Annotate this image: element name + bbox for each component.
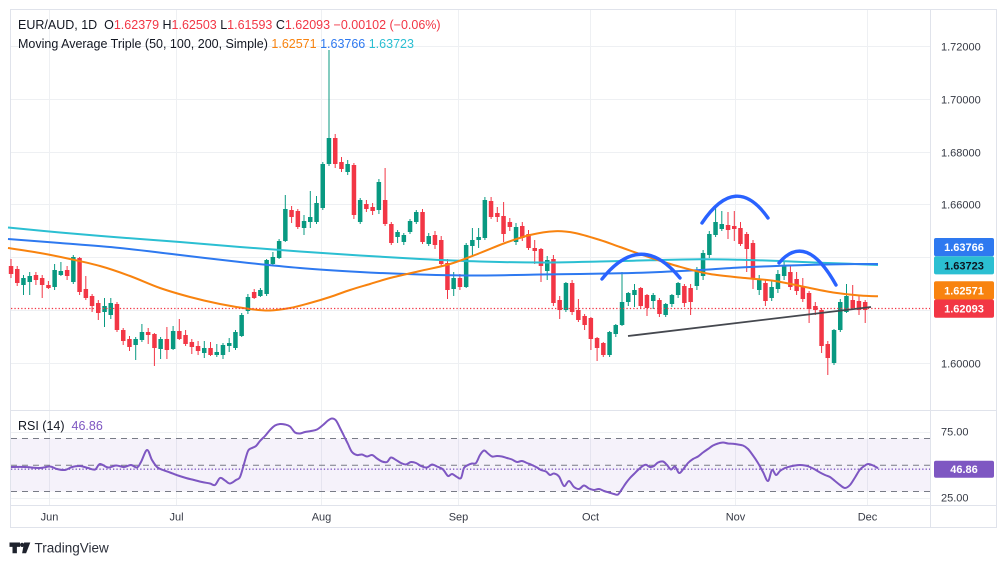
- svg-text:Jul: Jul: [169, 512, 183, 524]
- svg-text:1.62093: 1.62093: [944, 304, 984, 316]
- svg-text:Nov: Nov: [726, 512, 746, 524]
- svg-text:1.63723: 1.63723: [944, 260, 984, 272]
- svg-text:Moving Average Triple (50, 100: Moving Average Triple (50, 100, 200, Sim…: [18, 37, 414, 51]
- svg-text:Jun: Jun: [41, 512, 59, 524]
- svg-text:1.66000: 1.66000: [941, 200, 981, 212]
- svg-text:Sep: Sep: [449, 512, 469, 524]
- svg-text:Dec: Dec: [858, 512, 878, 524]
- svg-text:25.00: 25.00: [941, 493, 969, 505]
- svg-text:Aug: Aug: [312, 512, 332, 524]
- svg-text:75.00: 75.00: [941, 427, 969, 439]
- svg-text:TradingView: TradingView: [35, 541, 110, 556]
- svg-text:1.72000: 1.72000: [941, 42, 981, 54]
- svg-text:1.68000: 1.68000: [941, 148, 981, 160]
- svg-text:EUR/AUD, 1D O1.62379 H1.62503: EUR/AUD, 1D O1.62379 H1.62503 L1.61593 C…: [18, 18, 441, 32]
- svg-text:RSI (14) 46.86: RSI (14) 46.86: [18, 419, 103, 433]
- svg-text:Oct: Oct: [582, 512, 599, 524]
- svg-text:1.70000: 1.70000: [941, 95, 981, 107]
- svg-text:1.62571: 1.62571: [944, 285, 984, 297]
- svg-text:46.86: 46.86: [950, 464, 978, 476]
- svg-text:1.60000: 1.60000: [941, 359, 981, 371]
- svg-text:1.63766: 1.63766: [944, 242, 984, 254]
